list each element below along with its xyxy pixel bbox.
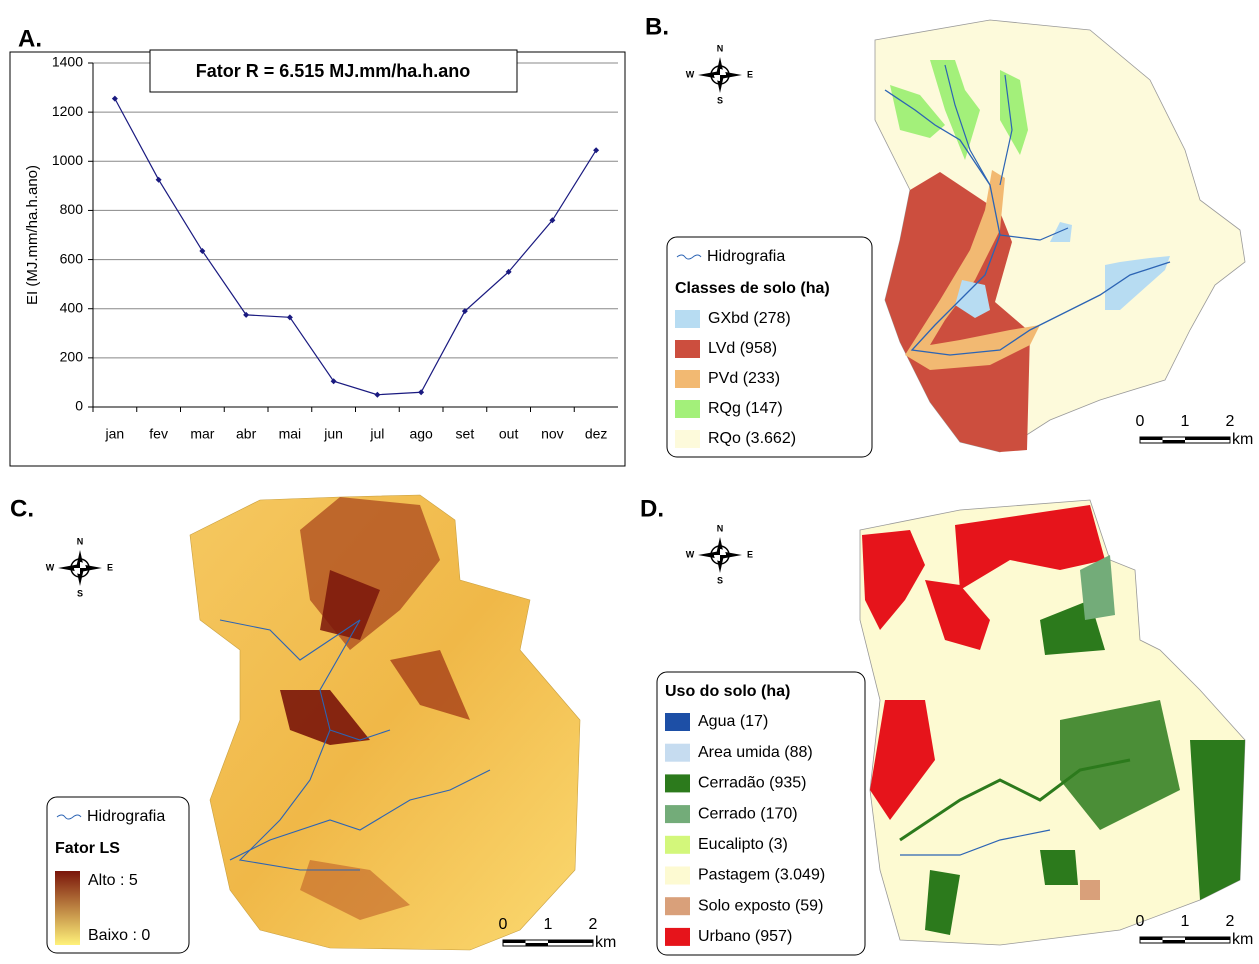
y-tick-label: 0 <box>75 398 83 414</box>
legend-swatch <box>665 836 690 854</box>
y-tick-label: 600 <box>60 250 84 266</box>
scale-unit: km <box>1232 931 1253 948</box>
compass-letter: N <box>717 523 724 533</box>
y-tick-label: 1200 <box>52 103 83 119</box>
scale-bar <box>1140 437 1163 440</box>
x-tick-label: jan <box>105 426 125 442</box>
scale-unit: km <box>595 934 616 951</box>
legend-label: Area umida (88) <box>698 744 813 761</box>
scale-label: 2 <box>1226 413 1235 430</box>
panel-label: D. <box>640 495 664 522</box>
legend-label: Pastagem (3.049) <box>698 867 825 884</box>
scale-bar <box>1185 437 1230 440</box>
legend-swatch <box>675 310 700 328</box>
x-tick-label: jun <box>323 426 343 442</box>
ls-map <box>190 495 580 950</box>
legend-label: Cerrado (170) <box>698 805 798 822</box>
legend-label: RQg (147) <box>708 400 783 417</box>
figure: A.0200400600800100012001400EI (MJ.mm/ha.… <box>0 0 1259 959</box>
legend-swatch <box>665 744 690 762</box>
y-tick-label: 1400 <box>52 54 83 70</box>
panel-label: A. <box>18 25 42 52</box>
soil-map <box>875 20 1245 452</box>
y-tick-label: 1000 <box>52 152 83 168</box>
scale-label: 1 <box>1181 413 1190 430</box>
x-tick-label: abr <box>236 426 257 442</box>
legend-swatch <box>665 774 690 792</box>
scale-unit: km <box>1232 431 1253 448</box>
legend-swatch <box>665 805 690 823</box>
scale-bar <box>1163 940 1186 943</box>
x-tick-label: nov <box>541 426 564 442</box>
y-axis-label: EI (MJ.mm/ha.h.ano) <box>24 165 41 305</box>
legend-title: Fator LS <box>55 840 120 857</box>
legend-label: Cerradão (935) <box>698 775 807 792</box>
legend-label: Alto : 5 <box>88 872 138 889</box>
legend-label: Baixo : 0 <box>88 927 150 944</box>
compass-letter: N <box>77 536 84 546</box>
scale-label: 1 <box>1181 913 1190 930</box>
legend-swatch <box>675 370 700 388</box>
panel-label: B. <box>645 13 669 40</box>
legend-label: RQo (3.662) <box>708 430 796 447</box>
legend-title: Classes de solo (ha) <box>675 280 830 297</box>
legend-swatch <box>665 928 690 946</box>
scale-label: 0 <box>1136 913 1145 930</box>
scale-label: 1 <box>544 916 553 933</box>
legend-swatch <box>675 340 700 358</box>
annotation: Fator R = 6.515 MJ.mm/ha.h.ano <box>196 61 471 81</box>
legend-swatch <box>665 867 690 885</box>
scale-bar <box>548 940 593 943</box>
landuse-map <box>860 500 1245 945</box>
legend-gradient <box>55 871 80 945</box>
compass-letter: N <box>717 43 724 53</box>
x-tick-label: out <box>499 426 519 442</box>
x-tick-label: set <box>456 426 475 442</box>
legend-label: Hidrografia <box>707 248 785 265</box>
compass-letter: S <box>77 588 83 598</box>
compass-letter: W <box>686 69 695 79</box>
legend-label: Eucalipto (3) <box>698 836 788 853</box>
scale-label: 2 <box>1226 913 1235 930</box>
legend-label: Agua (17) <box>698 713 768 730</box>
x-tick-label: dez <box>585 426 608 442</box>
compass-letter: W <box>686 549 695 559</box>
legend-label: Solo exposto (59) <box>698 897 823 914</box>
scale-bar <box>503 940 526 943</box>
legend-label: Hidrografia <box>87 808 165 825</box>
x-tick-label: ago <box>409 426 433 442</box>
x-tick-label: fev <box>149 426 168 442</box>
x-tick-label: jul <box>369 426 384 442</box>
scale-bar <box>1163 440 1186 443</box>
x-tick-label: mai <box>279 426 302 442</box>
compass-letter: W <box>46 562 55 572</box>
legend-label: GXbd (278) <box>708 310 791 327</box>
y-tick-label: 800 <box>60 201 84 217</box>
scale-bar <box>526 943 549 946</box>
legend-title: Uso do solo (ha) <box>665 683 790 700</box>
legend-swatch <box>665 897 690 915</box>
compass-letter: E <box>747 549 753 559</box>
scale-bar <box>1185 937 1230 940</box>
y-tick-label: 400 <box>60 299 84 315</box>
panel-label: C. <box>10 495 34 522</box>
scale-label: 0 <box>1136 413 1145 430</box>
scale-bar <box>1140 937 1163 940</box>
scale-label: 0 <box>499 916 508 933</box>
compass-letter: S <box>717 575 723 585</box>
legend-label: LVd (958) <box>708 340 777 357</box>
legend-label: Urbano (957) <box>698 928 792 945</box>
scale-label: 2 <box>589 916 598 933</box>
compass-letter: E <box>107 562 113 572</box>
compass-letter: S <box>717 95 723 105</box>
chart-frame <box>10 52 625 466</box>
y-tick-label: 200 <box>60 349 84 365</box>
compass-letter: E <box>747 69 753 79</box>
legend-swatch <box>665 713 690 731</box>
legend-swatch <box>675 400 700 418</box>
x-tick-label: mar <box>190 426 214 442</box>
legend-swatch <box>675 430 700 448</box>
legend-label: PVd (233) <box>708 370 780 387</box>
